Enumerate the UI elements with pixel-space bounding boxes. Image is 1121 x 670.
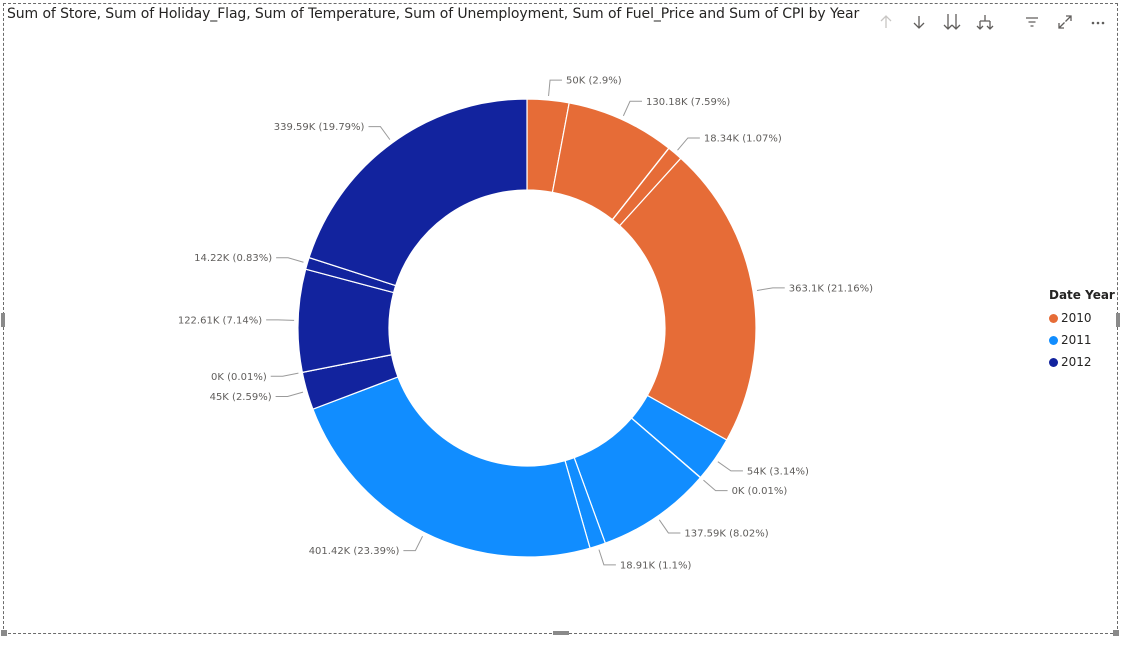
leader-line-9 — [403, 536, 423, 552]
leader-line-0 — [548, 79, 563, 97]
leader-line-14 — [368, 126, 391, 140]
legend: Date Year 2010 2011 2012 — [1049, 288, 1115, 373]
leader-line-11 — [270, 372, 299, 377]
resize-handle-bottom[interactable] — [553, 631, 569, 635]
data-label-7: 137.59K (8.02%) — [684, 528, 768, 539]
leader-line-12 — [266, 319, 295, 321]
legend-label: 2010 — [1061, 311, 1092, 325]
legend-item-2011[interactable]: 2011 — [1049, 329, 1115, 351]
visual-title: Sum of Store, Sum of Holiday_Flag, Sum o… — [7, 6, 860, 22]
visual-header-toolbar — [866, 10, 1111, 34]
leader-line-5 — [717, 461, 743, 472]
legend-swatch — [1049, 313, 1058, 323]
legend-label: 2012 — [1061, 355, 1092, 369]
donut-slice-14[interactable] — [308, 98, 528, 287]
data-label-4: 363.1K (21.16%) — [789, 283, 873, 294]
leader-line-10 — [275, 391, 304, 398]
leader-line-8 — [598, 549, 616, 566]
resize-handle-bottom-left[interactable] — [1, 630, 7, 636]
data-label-10: 45K (2.59%) — [210, 392, 272, 403]
legend-item-2012[interactable]: 2012 — [1049, 351, 1115, 373]
expand-hierarchy-icon[interactable] — [972, 10, 998, 34]
data-label-12: 122.61K (7.14%) — [178, 315, 262, 326]
resize-handle-left[interactable] — [1, 313, 5, 327]
leader-line-6 — [703, 479, 728, 492]
more-options-icon[interactable] — [1085, 10, 1111, 34]
data-label-13: 14.22K (0.83%) — [194, 253, 272, 264]
arrow-down-icon[interactable] — [906, 10, 932, 34]
filter-icon[interactable] — [1019, 10, 1045, 34]
double-arrow-down-icon[interactable] — [939, 10, 965, 34]
donut-slice-4[interactable] — [618, 157, 757, 441]
legend-swatch — [1049, 335, 1058, 345]
legend-title: Date Year — [1049, 288, 1115, 302]
legend-item-2010[interactable]: 2010 — [1049, 307, 1115, 329]
data-label-8: 18.91K (1.1%) — [620, 560, 692, 571]
focus-mode-icon[interactable] — [1052, 10, 1078, 34]
data-label-11: 0K (0.01%) — [211, 372, 267, 383]
data-label-5: 54K (3.14%) — [747, 466, 809, 477]
resize-handle-right[interactable] — [1116, 313, 1120, 327]
legend-swatch — [1049, 357, 1058, 367]
leader-line-7 — [658, 519, 681, 534]
data-label-9: 401.42K (23.39%) — [309, 546, 400, 557]
donut-slice-9[interactable] — [312, 376, 591, 558]
data-label-0: 50K (2.9%) — [566, 76, 622, 87]
resize-handle-bottom-right[interactable] — [1113, 630, 1119, 636]
data-label-3: 18.34K (1.07%) — [704, 133, 782, 144]
leader-line-4 — [756, 287, 785, 291]
leader-line-1 — [622, 100, 643, 117]
data-label-6: 0K (0.01%) — [732, 486, 788, 497]
legend-label: 2011 — [1061, 333, 1092, 347]
arrow-up-icon[interactable] — [873, 10, 899, 34]
data-label-1: 130.18K (7.59%) — [646, 97, 730, 108]
leader-line-13 — [276, 257, 304, 263]
leader-line-3 — [677, 137, 700, 151]
data-label-14: 339.59K (19.79%) — [274, 122, 365, 133]
